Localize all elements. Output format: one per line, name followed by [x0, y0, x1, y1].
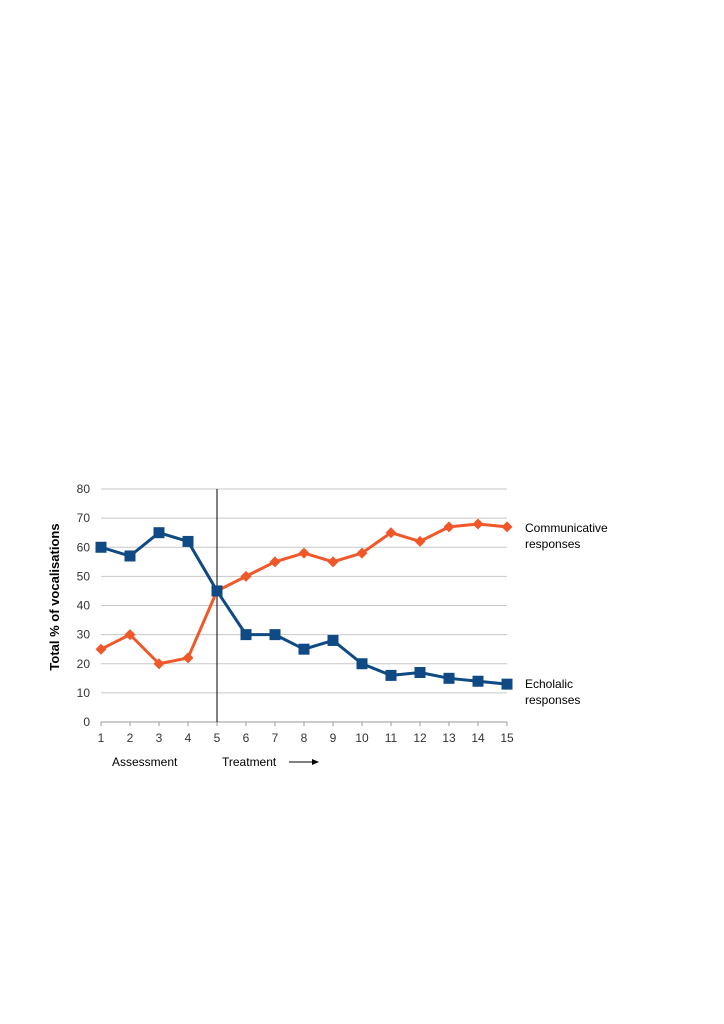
series-1-point-12 — [414, 666, 426, 678]
series-1-point-13 — [443, 672, 455, 684]
series-0-point-1 — [95, 643, 107, 655]
series-0-point-13 — [443, 521, 455, 533]
x-tick-label-3: 3 — [156, 731, 163, 745]
series-1-point-1 — [95, 541, 107, 553]
x-tick-label-8: 8 — [301, 731, 308, 745]
x-axis: 1 2 3 4 5 6 7 8 9 10 11 12 13 14 15 — [98, 722, 514, 745]
series-1-point-10 — [356, 658, 368, 670]
y-axis: 0 10 20 30 40 50 60 70 80 — [77, 482, 91, 729]
series-0-point-6 — [240, 570, 252, 582]
series-1-point-6 — [240, 629, 252, 641]
series-0-point-2 — [124, 629, 136, 641]
series-0-point-11 — [385, 527, 397, 539]
echolalic-series-label-line1: Echolalic — [525, 677, 573, 691]
y-tick-label-30: 30 — [77, 628, 91, 642]
x-tick-label-9: 9 — [330, 731, 337, 745]
series-0-point-9 — [327, 556, 339, 568]
series-1-point-2 — [124, 550, 136, 562]
y-tick-label-10: 10 — [77, 686, 91, 700]
series-1-point-7 — [269, 629, 281, 641]
assessment-label: Assessment — [112, 755, 178, 769]
x-tick-label-1: 1 — [98, 731, 105, 745]
series-0-point-10 — [356, 547, 368, 559]
series-layer — [95, 518, 513, 690]
series-1-point-14 — [472, 675, 484, 687]
series-0 — [95, 518, 513, 670]
x-tick-label-6: 6 — [243, 731, 250, 745]
series-1-point-11 — [385, 669, 397, 681]
communicative-series-label-line2: responses — [525, 537, 580, 551]
y-tick-label-80: 80 — [77, 482, 91, 496]
y-axis-title: Total % of vocalisations — [47, 523, 62, 670]
series-1-point-3 — [153, 527, 165, 539]
arrow-right-icon — [289, 759, 319, 765]
series-0-point-15 — [501, 521, 513, 533]
series-1 — [95, 527, 513, 690]
y-tick-label-0: 0 — [83, 715, 90, 729]
x-tick-label-2: 2 — [127, 731, 134, 745]
x-tick-label-15: 15 — [500, 731, 514, 745]
x-tick-label-10: 10 — [355, 731, 369, 745]
y-tick-label-60: 60 — [77, 540, 91, 554]
x-tick-label-13: 13 — [442, 731, 456, 745]
series-1-point-8 — [298, 643, 310, 655]
x-tick-label-12: 12 — [413, 731, 427, 745]
series-0-point-12 — [414, 535, 426, 547]
series-0-point-7 — [269, 556, 281, 568]
x-tick-label-7: 7 — [272, 731, 279, 745]
series-1-point-15 — [501, 678, 513, 690]
communicative-series-label-line1: Communicative — [525, 521, 608, 535]
echolalic-series-label-line2: responses — [525, 693, 580, 707]
series-0-point-4 — [182, 652, 194, 664]
series-line-0 — [100, 522, 508, 666]
treatment-label: Treatment — [222, 755, 277, 769]
series-1-point-5 — [211, 585, 223, 597]
y-tick-label-50: 50 — [77, 569, 91, 583]
chart-grid — [101, 488, 507, 723]
x-tick-label-14: 14 — [471, 731, 485, 745]
y-tick-label-20: 20 — [77, 657, 91, 671]
series-0-point-3 — [153, 658, 165, 670]
x-tick-label-11: 11 — [385, 731, 398, 745]
y-tick-label-70: 70 — [77, 511, 91, 525]
series-0-point-14 — [472, 518, 484, 530]
x-tick-label-4: 4 — [185, 731, 192, 745]
y-tick-label-40: 40 — [77, 599, 91, 613]
series-1-point-9 — [327, 634, 339, 646]
x-tick-label-5: 5 — [214, 731, 221, 745]
series-0-point-8 — [298, 547, 310, 559]
series-1-point-4 — [182, 535, 194, 547]
